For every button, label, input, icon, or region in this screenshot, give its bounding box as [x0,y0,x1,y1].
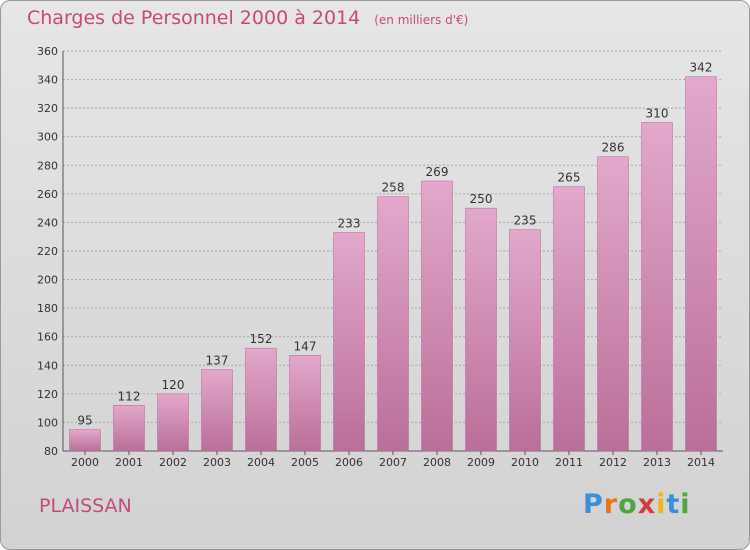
data-label: 235 [514,214,537,228]
y-tick-label: 200 [37,274,58,287]
logo-letter: i [680,489,691,520]
y-tick-label: 280 [37,159,58,172]
data-label: 233 [338,216,361,230]
y-tick-label: 100 [37,416,58,429]
y-tick-label: 160 [37,331,58,344]
bar [289,355,321,452]
bar [421,180,453,452]
x-tick-label: 2005 [291,456,319,469]
x-tick-label: 2011 [555,456,583,469]
bar [69,429,101,452]
y-tick-label: 140 [37,359,58,372]
x-tick-label: 2007 [379,456,407,469]
logo-letter: t [666,489,681,520]
chart-title-main: Charges de Personnel 2000 à 2014 [27,7,361,29]
y-tick-label: 120 [37,388,58,401]
bar [201,369,233,452]
y-tick-label: 320 [37,102,58,115]
y-tick-label: 240 [37,216,58,229]
data-label: 112 [118,389,141,403]
bar [113,405,145,452]
bar [641,122,673,452]
bar [509,229,541,452]
chart-subtitle: (en milliers d'€) [374,13,469,27]
x-tick-label: 2000 [71,456,99,469]
data-label: 137 [206,354,229,368]
data-label: 310 [646,106,669,120]
data-label: 120 [162,378,185,392]
x-tick-label: 2010 [511,456,539,469]
bar [465,207,497,452]
y-tick-label: 220 [37,245,58,258]
y-tick-label: 360 [37,45,58,58]
bar [245,347,277,452]
x-tick-label: 2001 [115,456,143,469]
x-tick-label: 2002 [159,456,187,469]
data-label: 147 [294,339,317,353]
commune-name: PLAISSAN [39,495,132,517]
logo-letter: o [618,489,638,520]
bar [377,196,409,452]
bar [157,393,189,452]
logo-letter: r [603,489,619,520]
x-tick-label: 2009 [467,456,495,469]
data-label: 258 [382,181,405,195]
logo-letter: P [583,489,604,520]
y-tick-label: 300 [37,131,58,144]
bar [333,232,365,452]
x-tick-label: 2006 [335,456,363,469]
bar [553,186,585,452]
logo-letter: x [637,489,657,520]
bar [597,156,629,452]
x-tick-label: 2003 [203,456,231,469]
x-tick-label: 2008 [423,456,451,469]
data-label: 269 [426,165,449,179]
x-tick-label: 2004 [247,456,275,469]
data-label: 95 [77,414,92,428]
y-tick-label: 340 [37,74,58,87]
proxiti-logo: Proxiti [583,489,691,520]
data-label: 342 [690,61,713,75]
logo-letter: i [656,489,667,520]
y-tick-label: 180 [37,302,58,315]
bar [685,76,717,452]
data-label: 286 [602,141,625,155]
data-label: 152 [250,332,273,346]
x-tick-label: 2013 [643,456,671,469]
y-tick-label: 260 [37,188,58,201]
data-label: 250 [470,192,493,206]
data-label: 265 [558,171,581,185]
chart-title: Charges de Personnel 2000 à 2014 (en mill… [27,7,468,29]
x-tick-label: 2014 [687,456,715,469]
y-tick-label: 80 [44,445,58,458]
x-tick-label: 2012 [599,456,627,469]
